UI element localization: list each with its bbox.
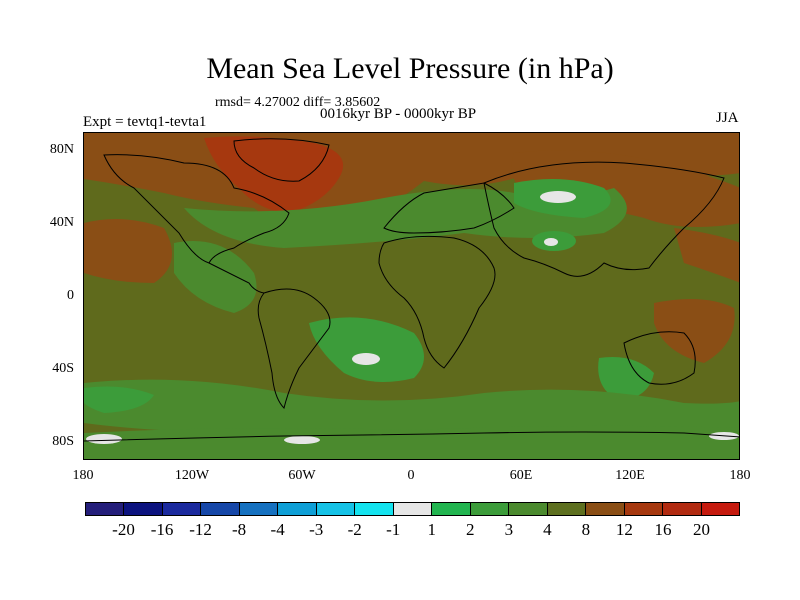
southern-ocean-band	[84, 379, 739, 436]
colorbar-swatch	[586, 503, 625, 515]
experiment-label: Expt = tevtq1-tevta1	[83, 114, 207, 130]
colorbar-label: 12	[615, 520, 633, 539]
colorbar-swatch	[509, 503, 548, 515]
colorbar-label: -20	[112, 520, 135, 539]
lon-label-120w: 120W	[174, 468, 210, 483]
colorbar-label: 8	[581, 520, 591, 539]
colorbar-swatch	[316, 503, 356, 515]
north-america-coast	[103, 154, 290, 264]
colorbar-label: 3	[504, 520, 514, 539]
asia-coast	[483, 161, 725, 277]
europe-coast	[383, 182, 515, 234]
colorbar-swatch	[162, 503, 202, 515]
central-america-coast	[208, 262, 265, 294]
lon-label-120e: 120E	[615, 468, 645, 483]
australia-coast	[623, 331, 696, 385]
africa-coast	[378, 235, 496, 369]
colorbar-swatch	[393, 503, 433, 515]
chart-title: Mean Sea Level Pressure (in hPa)	[206, 52, 614, 85]
lat-label-40s: 40S	[52, 361, 74, 376]
colorbar-swatch	[701, 503, 739, 515]
colorbar-swatch	[278, 503, 317, 515]
lat-label-80n: 80N	[49, 142, 74, 157]
colorbar-swatch	[239, 503, 279, 515]
east-pacific-high	[674, 228, 739, 283]
north-pacific-high	[84, 219, 172, 283]
colorbar-swatch	[355, 503, 394, 515]
lon-label-180w: 180	[72, 468, 94, 483]
south-atlantic-low	[309, 317, 424, 382]
colorbar-swatch	[124, 503, 163, 515]
colorbar-label: 20	[692, 520, 710, 539]
eastern-pacific-low	[174, 241, 257, 313]
lon-label-180e: 180	[729, 468, 751, 483]
antarctica-fill	[84, 425, 739, 459]
lon-label-60e: 60E	[509, 468, 533, 483]
south-america-coast	[257, 288, 331, 409]
stats-line: rmsd= 4.27002 diff= 3.85602	[215, 95, 381, 110]
antarctica-coast	[84, 431, 739, 442]
indian-ocean-low	[598, 357, 654, 401]
greenland-coast	[233, 138, 330, 182]
period-line: 0016kyr BP - 0000kyr BP	[320, 106, 477, 122]
lon-label-60w: 60W	[288, 468, 316, 483]
lat-label-40n: 40N	[49, 215, 74, 230]
colorbar-label: 2	[466, 520, 475, 539]
colorbar-swatch	[624, 503, 664, 515]
colorbar-label: -1	[386, 520, 401, 539]
coastlines	[84, 138, 739, 442]
colorbar-label: -2	[347, 520, 362, 539]
south-atlantic-min	[352, 353, 380, 365]
colorbar-swatch	[663, 503, 702, 515]
colorbar-label: -16	[150, 520, 174, 539]
season-label: JJA	[716, 110, 739, 126]
tibet-min	[544, 238, 558, 246]
central-asia-min	[540, 191, 576, 203]
map-canvas	[84, 133, 739, 459]
colorbar-swatch	[547, 503, 587, 515]
lon-label-0: 0	[407, 468, 415, 483]
colorbar-label: 16	[654, 520, 672, 539]
lat-label-0: 0	[67, 288, 74, 303]
colorbar-label: -12	[189, 520, 212, 539]
south-pacific-low	[84, 386, 154, 413]
map-panel	[83, 132, 740, 460]
colorbar-label: -3	[309, 520, 324, 539]
colorbar-label: -8	[232, 520, 247, 539]
lat-label-80s: 80S	[52, 434, 74, 449]
colorbar-label: 4	[543, 520, 552, 539]
colorbar-swatch	[86, 503, 125, 515]
southeast-asia-high	[654, 299, 735, 363]
colorbar-swatch	[470, 503, 510, 515]
antarctic-min-1	[86, 434, 122, 444]
colorbar	[85, 502, 740, 516]
colorbar-label: 1	[427, 520, 437, 539]
antarctic-min-2	[284, 436, 320, 444]
colorbar-swatch	[432, 503, 471, 515]
colorbar-label: -4	[270, 520, 285, 539]
colorbar-swatch	[201, 503, 240, 515]
